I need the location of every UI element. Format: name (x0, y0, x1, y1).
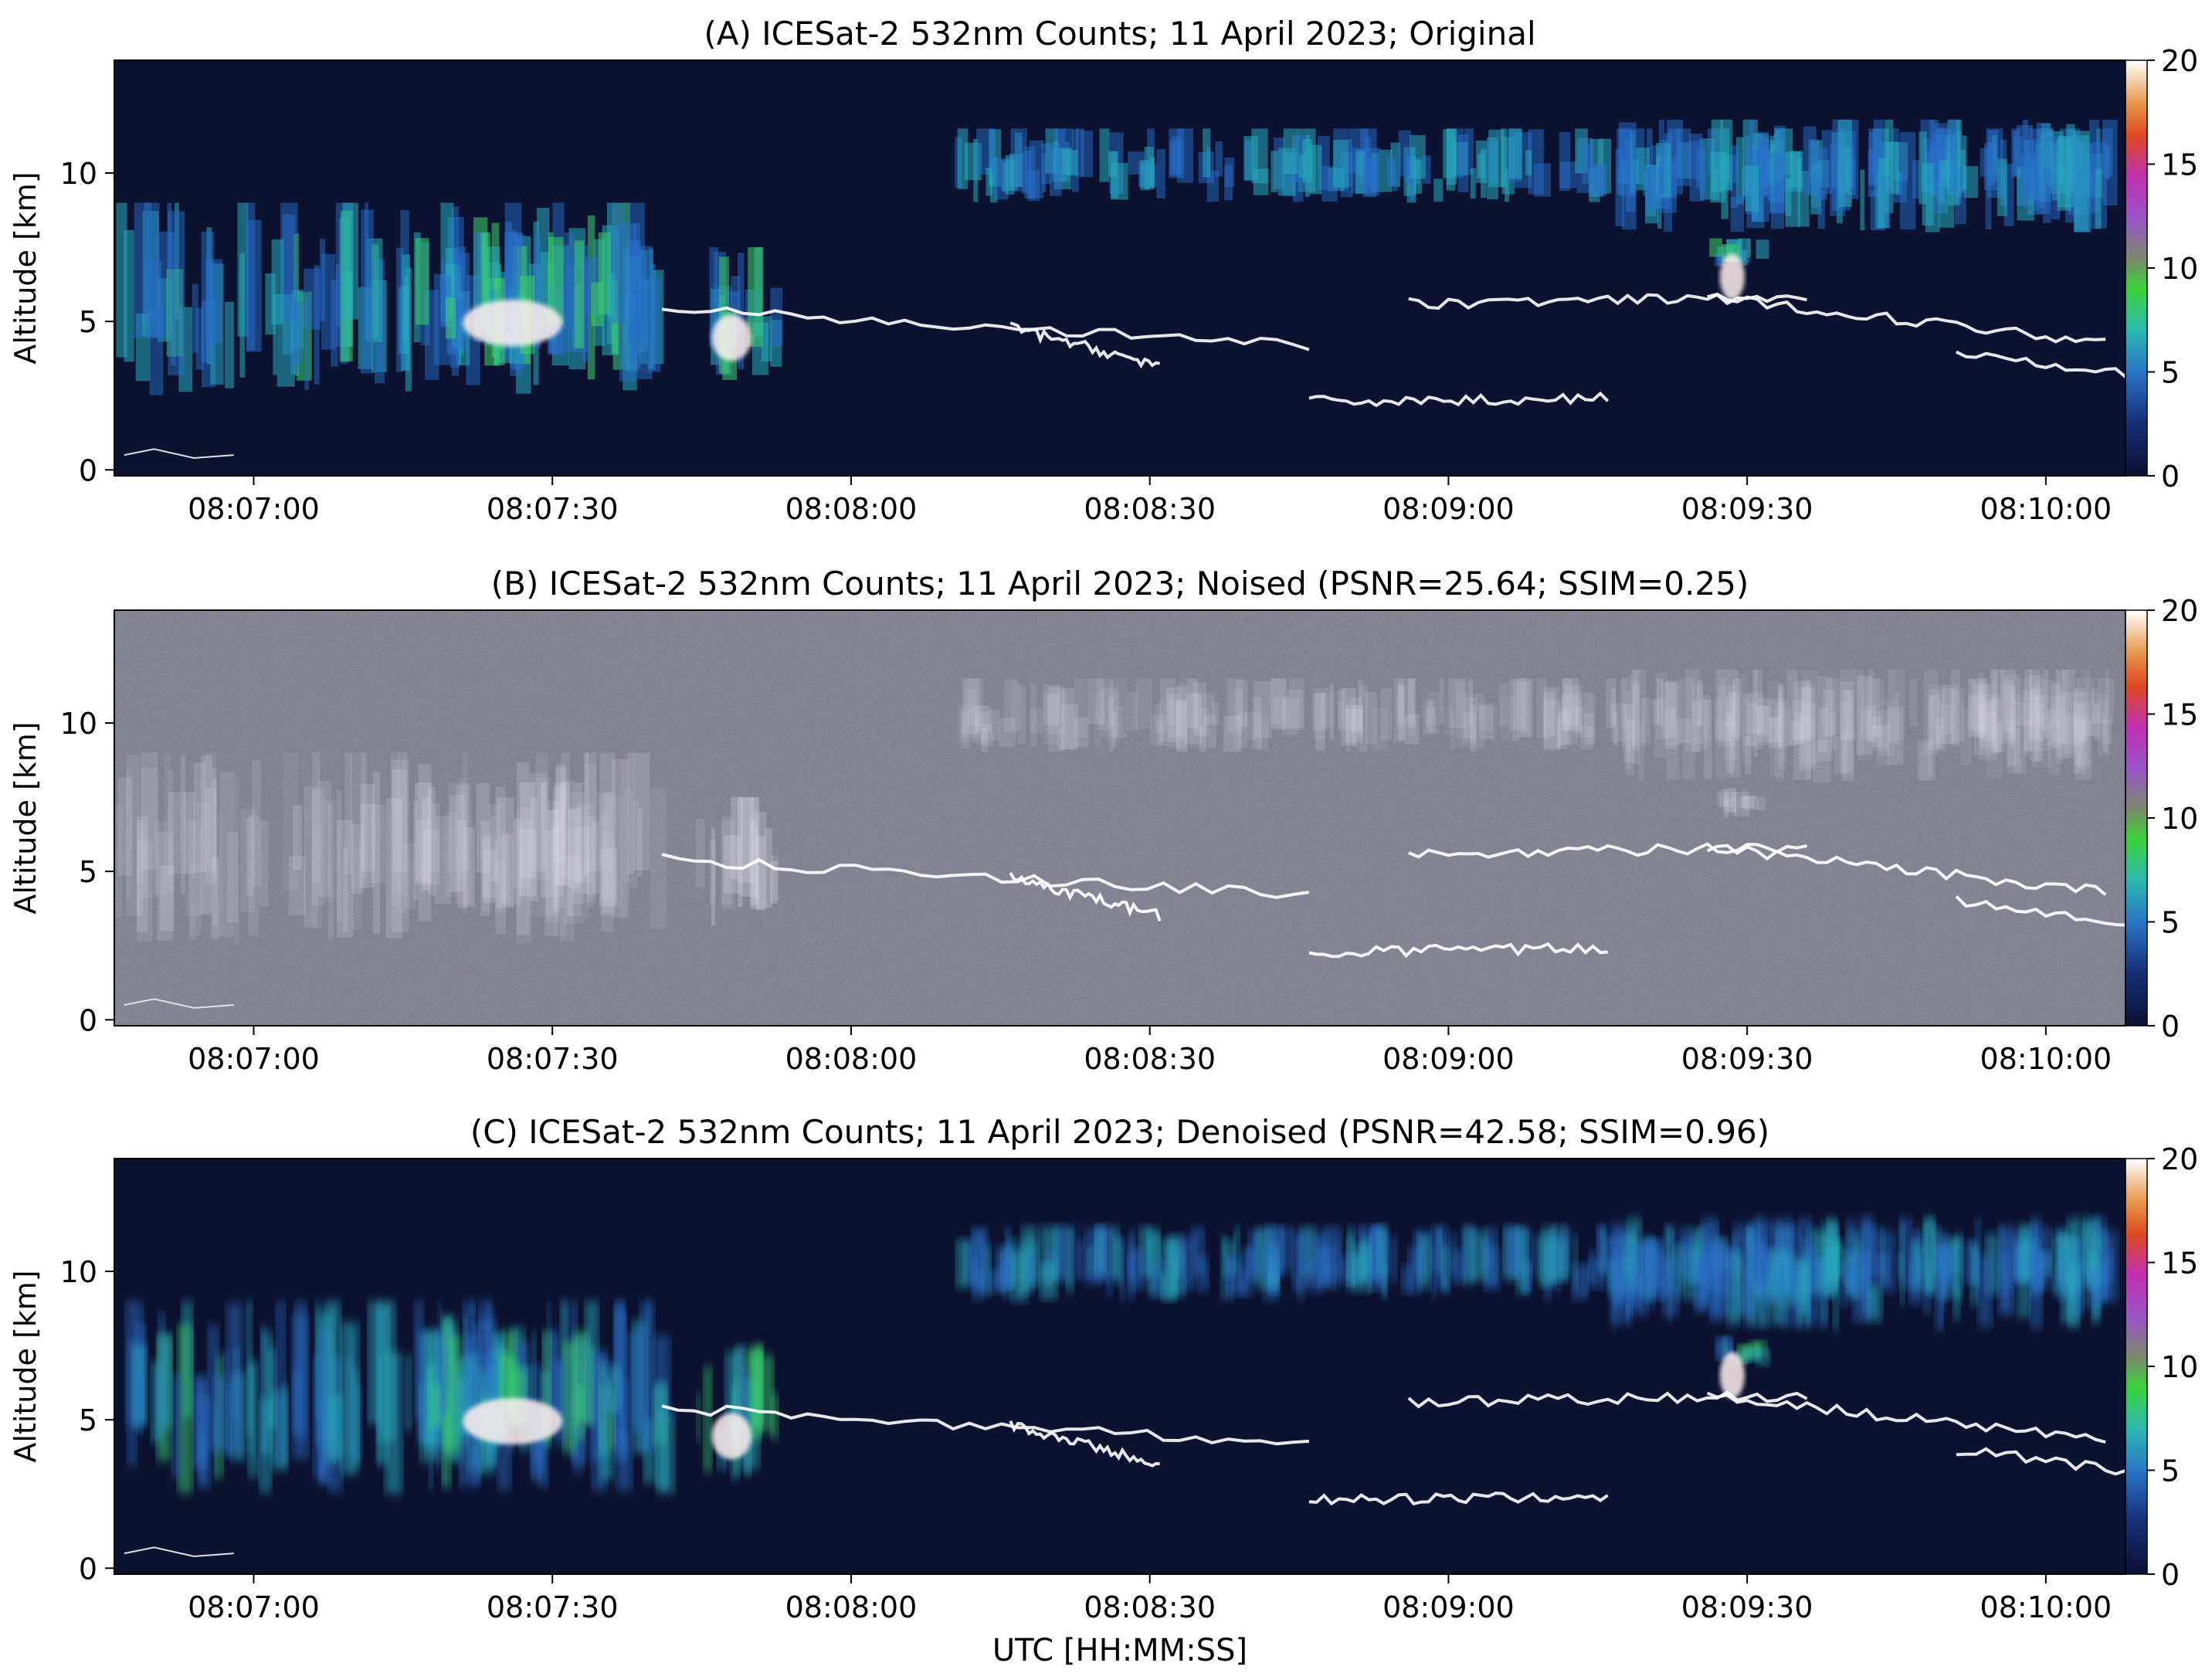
colorbar-tick-label: 20 (2161, 44, 2198, 78)
colorbar-tick-label: 10 (2161, 802, 2198, 836)
x-tick-label: 08:10:00 (1980, 1590, 2112, 1624)
x-tick-label: 08:08:00 (785, 1590, 918, 1624)
x-tick-label: 08:08:30 (1084, 1042, 1216, 1076)
colorbar-tick-label: 20 (2161, 594, 2198, 628)
y-tick-label: 0 (79, 1003, 97, 1037)
x-tick-label: 08:08:30 (1084, 1590, 1216, 1624)
colorbar-tick-label: 5 (2161, 1454, 2180, 1488)
y-tick-label: 0 (79, 453, 97, 487)
x-tick-label: 08:07:00 (188, 1590, 320, 1624)
x-tick-label: 08:07:30 (487, 1042, 619, 1076)
x-tick-label: 08:10:00 (1980, 1042, 2112, 1076)
x-tick-label: 08:08:30 (1084, 492, 1216, 526)
x-tick-label: 08:07:00 (188, 1042, 320, 1076)
colorbar-tick-label: 15 (2161, 1247, 2198, 1281)
y-tick-label: 5 (79, 855, 97, 889)
y-tick-label: 10 (60, 707, 97, 741)
y-tick-label: 10 (60, 1255, 97, 1289)
y-axis-label: Altitude [km] (8, 1270, 42, 1462)
y-tick-label: 5 (79, 1403, 97, 1437)
heatmap-image (116, 119, 2125, 459)
chart-title: (A) ICESat-2 532nm Counts; 11 April 2023… (704, 15, 1535, 53)
colorbar-tick-label: 10 (2161, 1350, 2198, 1384)
colorbar-tick-label: 5 (2161, 906, 2180, 940)
colorbar-tick-label: 5 (2161, 356, 2180, 390)
panel-denoised: (C) ICESat-2 532nm Counts; 11 April 2023… (8, 1113, 2198, 1624)
colorbar (2125, 59, 2148, 477)
y-tick-label: 5 (79, 305, 97, 339)
y-axis-label: Altitude [km] (8, 721, 42, 914)
colorbar-tick-label: 15 (2161, 698, 2198, 732)
x-tick-label: 08:09:00 (1382, 1590, 1515, 1624)
x-tick-label: 08:09:00 (1382, 1042, 1515, 1076)
y-tick-label: 0 (79, 1552, 97, 1586)
chart-title: (B) ICESat-2 532nm Counts; 11 April 2023… (491, 565, 1749, 602)
x-tick-label: 08:07:30 (487, 1590, 619, 1624)
y-axis-label: Altitude [km] (8, 171, 42, 364)
x-tick-label: 08:07:00 (188, 492, 320, 526)
panel-original: (A) ICESat-2 532nm Counts; 11 April 2023… (8, 15, 2198, 526)
x-tick-label: 08:07:30 (487, 492, 619, 526)
x-tick-label: 08:09:30 (1681, 492, 1813, 526)
colorbar (2125, 609, 2148, 1027)
colorbar (2125, 1158, 2148, 1575)
x-tick-label: 08:09:00 (1382, 492, 1515, 526)
chart-title: (C) ICESat-2 532nm Counts; 11 April 2023… (470, 1113, 1769, 1151)
colorbar-tick-label: 0 (2161, 1558, 2180, 1592)
x-tick-label: 08:09:30 (1681, 1590, 1813, 1624)
heatmap-image (114, 610, 2125, 1026)
colorbar-tick-label: 15 (2161, 148, 2198, 182)
x-tick-label: 08:09:30 (1681, 1042, 1813, 1076)
x-tick-label: 08:08:00 (785, 1042, 918, 1076)
panel-noised: (B) ICESat-2 532nm Counts; 11 April 2023… (8, 565, 2198, 1076)
x-tick-label: 08:10:00 (1980, 492, 2112, 526)
colorbar-tick-label: 20 (2161, 1142, 2198, 1176)
x-axis-label: UTC [HH:MM:SS] (992, 1633, 1247, 1668)
heatmap-image (124, 1217, 2125, 1557)
x-tick-label: 08:08:00 (785, 492, 918, 526)
colorbar-tick-label: 0 (2161, 460, 2180, 494)
colorbar-tick-label: 10 (2161, 252, 2198, 286)
y-tick-label: 10 (60, 157, 97, 191)
colorbar-tick-label: 0 (2161, 1010, 2180, 1044)
